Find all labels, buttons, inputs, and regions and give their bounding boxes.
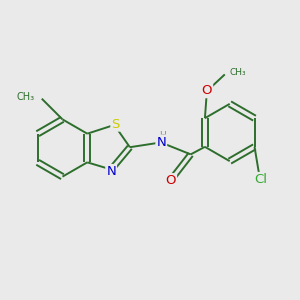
Text: Cl: Cl (254, 173, 267, 186)
Text: O: O (202, 84, 212, 97)
Text: H: H (159, 131, 166, 140)
Text: N: N (156, 136, 166, 148)
Text: O: O (166, 174, 176, 187)
Text: S: S (111, 118, 120, 130)
Text: CH₃: CH₃ (230, 68, 246, 77)
Text: CH₃: CH₃ (16, 92, 34, 102)
Text: N: N (106, 165, 116, 178)
